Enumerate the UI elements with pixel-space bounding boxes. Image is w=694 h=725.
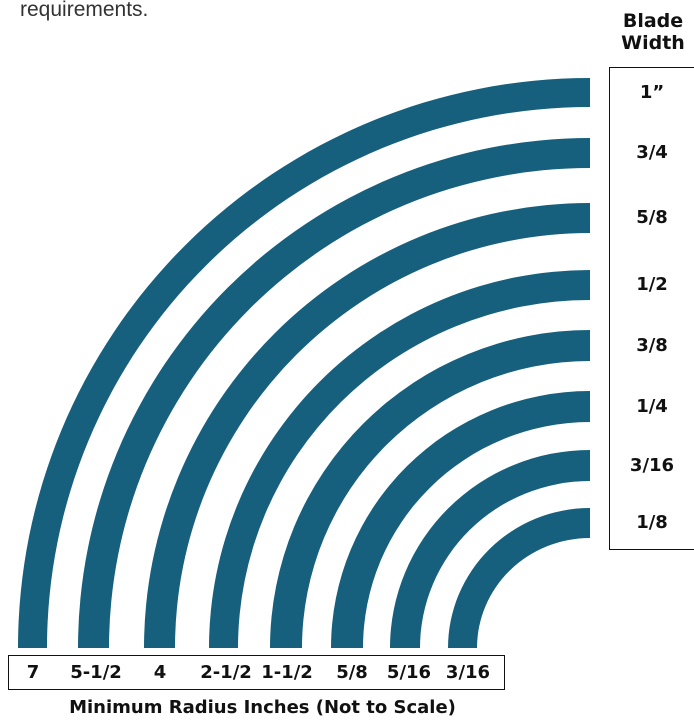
- blade-width-header-line-1: Blade: [622, 10, 684, 32]
- blade-width-label: 1/4: [636, 395, 668, 417]
- blade-width-label: 3/8: [636, 334, 668, 356]
- min-radius-label: 5-1/2: [70, 662, 122, 683]
- radius-arc-band-2: [78, 138, 590, 648]
- radius-arc-band-5: [270, 330, 590, 648]
- blade-width-header-line-2: Width: [621, 32, 685, 54]
- blade-width-label: 3/4: [636, 142, 668, 163]
- radius-arc-band-4: [209, 270, 590, 648]
- radius-arc-band-3: [144, 203, 590, 648]
- blade-width-box: [609, 67, 694, 550]
- blade-width-label: 5/8: [636, 207, 668, 228]
- blade-width-label: 3/16: [629, 454, 675, 476]
- min-radius-label: 1-1/2: [261, 662, 313, 683]
- diagram-caption: Minimum Radius Inches (Not to Scale): [69, 697, 456, 718]
- min-radius-label: 3/16: [445, 662, 491, 683]
- min-radius-label: 7: [26, 662, 40, 683]
- blade-width-label: 1”: [639, 81, 665, 103]
- radius-arc-band-8: [448, 508, 590, 648]
- blade-width-label: 1/2: [636, 274, 668, 295]
- intro-text: requirements.: [20, 0, 149, 21]
- min-radius-label: 5/8: [336, 662, 368, 683]
- blade-width-label: 1/8: [636, 512, 668, 533]
- min-radius-box: [8, 655, 505, 690]
- min-radius-label: 4: [153, 662, 167, 683]
- min-radius-label: 5/16: [386, 662, 432, 683]
- radius-arc-band-6: [331, 391, 590, 648]
- radius-arc-band-7: [390, 450, 590, 648]
- blade-width-header: Blade Width: [612, 10, 694, 54]
- min-radius-label: 2-1/2: [200, 662, 252, 683]
